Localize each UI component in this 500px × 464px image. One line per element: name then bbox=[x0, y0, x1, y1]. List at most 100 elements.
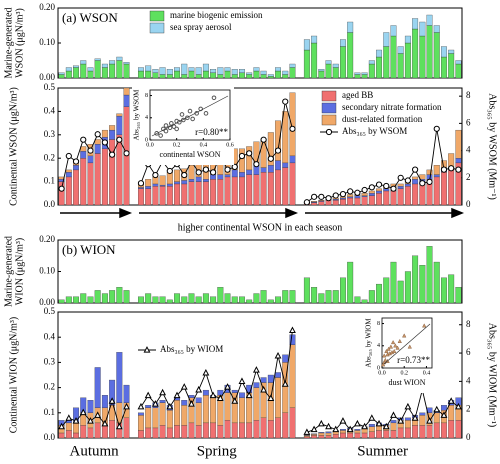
bar bbox=[138, 67, 144, 72]
bar bbox=[195, 425, 202, 439]
marker bbox=[65, 414, 73, 421]
bar bbox=[224, 176, 231, 206]
marker bbox=[311, 193, 318, 200]
bar bbox=[412, 183, 419, 206]
bar bbox=[123, 62, 130, 65]
marker bbox=[231, 163, 238, 171]
bar bbox=[123, 87, 130, 96]
bar bbox=[239, 148, 245, 173]
bar bbox=[123, 384, 130, 403]
bar bbox=[73, 296, 79, 304]
bar bbox=[404, 420, 411, 429]
bar bbox=[260, 74, 267, 79]
bar bbox=[58, 176, 65, 180]
bar bbox=[289, 334, 296, 345]
bar bbox=[325, 290, 332, 304]
marker bbox=[310, 425, 318, 433]
bar bbox=[318, 69, 325, 72]
bar bbox=[239, 397, 245, 424]
bar bbox=[94, 139, 101, 145]
bar bbox=[275, 169, 281, 206]
y-axis-label: WION (μgN/m³) bbox=[14, 238, 25, 306]
bar bbox=[73, 422, 79, 434]
bar bbox=[390, 35, 397, 79]
bar bbox=[412, 425, 419, 439]
bar bbox=[311, 434, 318, 436]
bar bbox=[318, 435, 325, 439]
marker bbox=[245, 391, 253, 399]
bar bbox=[253, 67, 260, 72]
bar bbox=[404, 271, 411, 304]
y-tick-label: 0.3 bbox=[44, 356, 56, 366]
y-tick-label: 0.10 bbox=[39, 266, 55, 276]
marker bbox=[209, 391, 217, 399]
bar bbox=[145, 405, 152, 408]
marker bbox=[169, 121, 174, 126]
bar bbox=[433, 176, 440, 206]
bar bbox=[354, 432, 361, 439]
bar bbox=[340, 432, 346, 439]
bar bbox=[361, 74, 368, 79]
bar bbox=[361, 193, 368, 196]
bar bbox=[109, 125, 116, 131]
bar bbox=[368, 431, 375, 439]
bar bbox=[188, 181, 195, 206]
y-tick-label: 8 bbox=[377, 321, 380, 327]
bar bbox=[376, 283, 382, 304]
marker bbox=[252, 366, 260, 373]
bar bbox=[65, 67, 72, 72]
bar bbox=[159, 184, 166, 187]
bar bbox=[65, 422, 72, 431]
y2-tick-label: 2 bbox=[466, 172, 471, 182]
marker bbox=[386, 346, 391, 351]
marker bbox=[187, 108, 193, 114]
bar bbox=[73, 165, 79, 171]
bar bbox=[231, 422, 238, 439]
bar bbox=[195, 181, 202, 206]
marker bbox=[224, 166, 231, 173]
y-axis-label: Abs₃₆₅ by WIOM bbox=[365, 318, 373, 368]
bar bbox=[275, 70, 281, 79]
y-tick-label: 0.4 bbox=[44, 105, 56, 115]
marker bbox=[163, 128, 169, 134]
marker bbox=[216, 394, 224, 401]
bar bbox=[166, 183, 173, 187]
marker bbox=[404, 177, 411, 184]
bar bbox=[441, 56, 447, 79]
bar bbox=[80, 63, 87, 79]
bar bbox=[441, 405, 447, 411]
bar bbox=[152, 427, 159, 439]
bar bbox=[318, 70, 325, 79]
bar bbox=[101, 395, 108, 408]
marker bbox=[282, 98, 289, 105]
bar bbox=[289, 67, 296, 79]
y-tick-label: 0.2 bbox=[44, 382, 55, 392]
bar bbox=[383, 277, 390, 304]
inset-background bbox=[132, 87, 234, 165]
bar bbox=[80, 60, 87, 65]
marker bbox=[211, 95, 217, 101]
bar bbox=[217, 174, 224, 180]
marker bbox=[163, 123, 169, 128]
marker bbox=[339, 417, 347, 424]
marker bbox=[166, 167, 173, 175]
bar bbox=[412, 179, 419, 185]
bar bbox=[426, 425, 433, 439]
marker bbox=[375, 181, 383, 188]
bar bbox=[174, 425, 180, 439]
marker bbox=[332, 192, 339, 199]
bar bbox=[332, 200, 339, 206]
bar bbox=[368, 193, 375, 196]
y2-tick-label: 6 bbox=[466, 347, 471, 357]
bar bbox=[303, 436, 310, 439]
bar bbox=[267, 165, 274, 173]
marker bbox=[325, 128, 333, 136]
bar bbox=[188, 165, 195, 180]
bar bbox=[87, 155, 94, 164]
bar bbox=[260, 167, 267, 173]
bar bbox=[217, 74, 224, 79]
bar bbox=[246, 169, 253, 175]
legend-label: sea spray aerosol bbox=[170, 22, 232, 32]
bar bbox=[303, 49, 310, 79]
bar bbox=[361, 432, 368, 439]
